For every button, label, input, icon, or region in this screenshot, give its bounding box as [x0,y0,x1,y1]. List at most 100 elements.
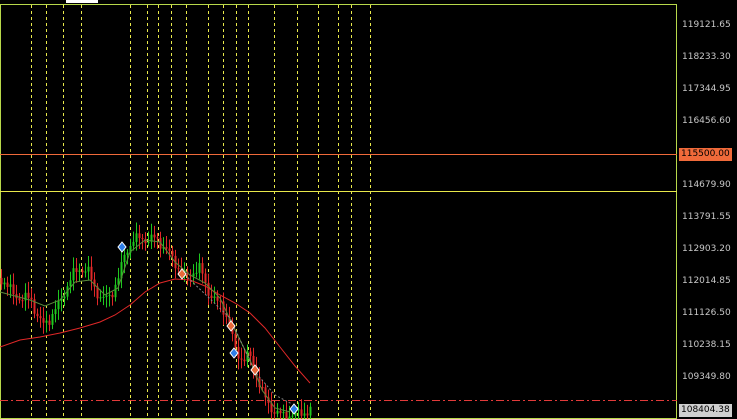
bear-candle[interactable] [177,268,180,270]
price-plot-area[interactable] [0,0,677,419]
bear-candle[interactable] [225,314,228,317]
bear-candle[interactable] [168,248,171,251]
current-price-tag[interactable]: 108404.38 [679,404,732,417]
bull-candle[interactable] [198,263,201,273]
bear-candle[interactable] [111,294,114,298]
bull-candle[interactable] [297,409,300,411]
bear-candle[interactable] [171,250,174,256]
bear-candle[interactable] [249,351,252,356]
bull-candle[interactable] [69,280,72,287]
bear-candle[interactable] [18,298,21,301]
bear-candle[interactable] [222,301,225,315]
bull-candle[interactable] [303,413,306,416]
bull-candle[interactable] [78,270,81,272]
bull-candle[interactable] [102,296,105,298]
bull-candle[interactable] [117,278,120,285]
bear-candle[interactable] [300,409,303,416]
bear-candle[interactable] [267,397,270,403]
bull-candle[interactable] [294,410,297,416]
bear-candle[interactable] [270,402,273,413]
bull-candle[interactable] [120,262,123,279]
bull-candle[interactable] [150,234,153,242]
bear-candle[interactable] [33,299,36,314]
bear-candle[interactable] [156,237,159,239]
bear-candle[interactable] [240,358,243,360]
bear-candle[interactable] [243,359,246,362]
bear-candle[interactable] [204,273,207,283]
bull-candle[interactable] [87,266,90,272]
bear-candle[interactable] [141,238,144,240]
bull-candle[interactable] [213,296,216,299]
bear-candle[interactable] [81,270,84,273]
bear-candle[interactable] [93,279,96,287]
bull-candle[interactable] [63,296,66,299]
bull-candle[interactable] [129,245,132,253]
bull-candle[interactable] [45,320,48,323]
bull-candle[interactable] [99,297,102,299]
bull-candle[interactable] [192,273,195,277]
bull-candle[interactable] [24,292,27,301]
bear-candle[interactable] [6,282,9,287]
bull-candle[interactable] [3,282,6,285]
bear-candle[interactable] [201,263,204,274]
bear-candle[interactable] [216,296,219,301]
bear-candle[interactable] [207,282,210,296]
bear-candle[interactable] [0,278,3,285]
bear-candle[interactable] [30,297,33,300]
bull-candle[interactable] [162,247,165,249]
bear-candle[interactable] [261,387,264,389]
bear-candle[interactable] [144,238,147,244]
bear-candle[interactable] [219,300,222,302]
bear-candle[interactable] [27,292,30,298]
bear-candle[interactable] [273,412,276,414]
buy-signal-icon[interactable] [117,241,127,253]
bull-candle[interactable] [135,233,138,242]
sell-signal-icon[interactable] [226,320,236,332]
bull-candle[interactable] [126,252,129,255]
bear-candle[interactable] [75,268,78,272]
bear-candle[interactable] [237,346,240,359]
bull-candle[interactable] [51,313,54,325]
bear-candle[interactable] [39,316,42,319]
bear-candle[interactable] [96,286,99,299]
bull-candle[interactable] [132,241,135,246]
sell-signal-icon[interactable] [177,268,187,280]
bear-candle[interactable] [285,412,288,419]
bear-candle[interactable] [165,247,168,249]
bear-candle[interactable] [228,316,231,325]
bull-candle[interactable] [114,284,117,298]
price-axis[interactable]: 119121.65 118233.30 117344.95 116456.60 … [677,0,737,419]
sell-signal-icon[interactable] [250,364,260,376]
bear-candle[interactable] [12,284,15,295]
bear-candle[interactable] [234,333,237,347]
candlestick-chart[interactable] [0,0,677,419]
bull-candle[interactable] [147,241,150,244]
bull-candle[interactable] [72,268,75,281]
bull-candle[interactable] [57,300,60,310]
bear-candle[interactable] [264,387,267,398]
bull-candle[interactable] [84,271,87,273]
bear-candle[interactable] [210,295,213,299]
buy-signal-icon[interactable] [289,403,299,415]
bull-candle[interactable] [288,416,291,419]
bull-candle[interactable] [108,294,111,296]
chart-tab-indicator[interactable] [66,0,98,3]
bear-candle[interactable] [138,233,141,239]
bear-candle[interactable] [36,313,39,317]
bull-candle[interactable] [291,415,294,417]
bear-candle[interactable] [21,300,24,302]
bull-candle[interactable] [9,284,12,287]
bull-candle[interactable] [282,412,285,414]
bull-candle[interactable] [276,410,279,414]
bear-candle[interactable] [279,410,282,414]
bull-candle[interactable] [195,272,198,274]
buy-signal-icon[interactable] [229,347,239,359]
bull-candle[interactable] [60,298,63,301]
bear-candle[interactable] [90,266,93,280]
bull-candle[interactable] [123,254,126,263]
bear-candle[interactable] [48,320,51,325]
price-level-tag[interactable]: 115500.00 [679,148,732,161]
bull-candle[interactable] [309,406,312,416]
bull-candle[interactable] [54,309,57,314]
